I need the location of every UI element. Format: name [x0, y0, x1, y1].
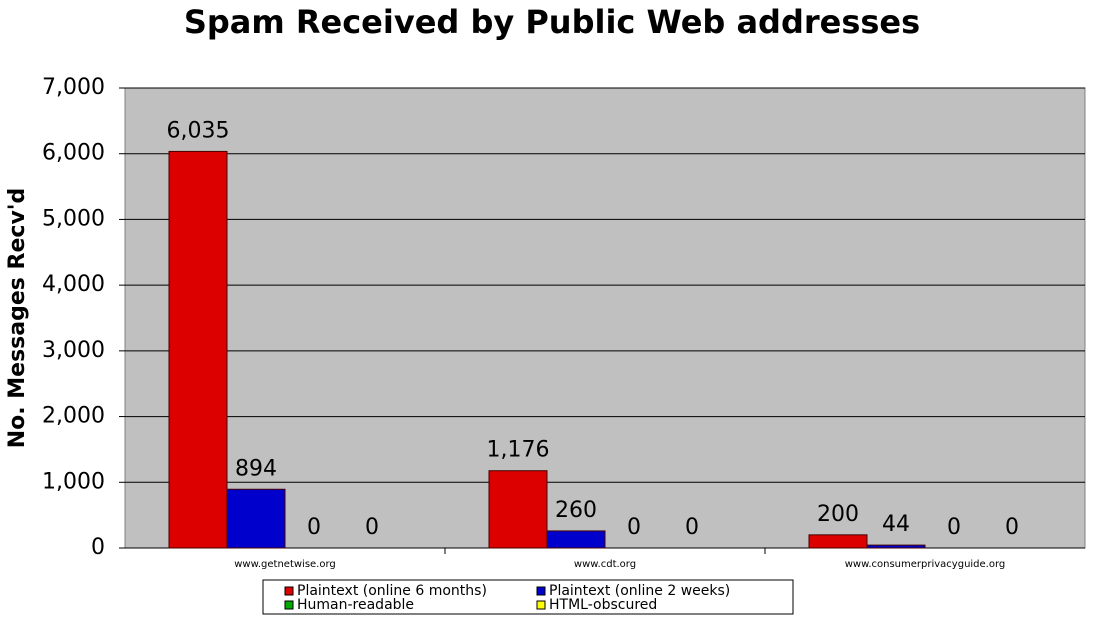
bar [168, 150, 228, 549]
x-tick-label: www.consumerprivacyguide.org [845, 559, 1006, 570]
value-label: 6,035 [167, 118, 230, 143]
y-tick-label: 4,000 [42, 272, 105, 297]
y-tick-label: 7,000 [42, 75, 105, 100]
value-label: 0 [685, 515, 699, 540]
chart-title: Spam Received by Public Web addresses [184, 3, 920, 41]
legend-label: HTML-obscured [549, 597, 657, 613]
value-label: 200 [817, 502, 859, 527]
x-tick-label: www.getnetwise.org [234, 559, 336, 570]
value-label: 0 [307, 515, 321, 540]
bar [808, 534, 868, 549]
y-tick-label: 5,000 [42, 206, 105, 231]
bar [866, 544, 926, 549]
legend-swatch [536, 600, 546, 610]
y-axis-label: No. Messages Recv'd [5, 188, 30, 449]
y-tick-label: 6,000 [42, 141, 105, 166]
legend-swatch [284, 586, 294, 596]
value-label: 1,176 [487, 438, 550, 463]
bar [488, 470, 548, 549]
value-label: 0 [365, 515, 379, 540]
value-label: 260 [555, 498, 597, 523]
legend-label: Plaintext (online 6 months) [297, 583, 487, 599]
legend-label: Plaintext (online 2 weeks) [549, 583, 730, 599]
legend-swatch [284, 600, 294, 610]
value-label: 894 [235, 456, 277, 481]
value-label: 0 [947, 515, 961, 540]
y-tick-label: 1,000 [42, 469, 105, 494]
bar [546, 530, 606, 549]
x-tick-label: www.cdt.org [574, 559, 636, 570]
bar [226, 488, 286, 549]
value-label: 0 [627, 515, 641, 540]
legend-label: Human-readable [297, 597, 414, 613]
plot-area [124, 87, 1086, 549]
value-label: 0 [1005, 515, 1019, 540]
y-tick-label: 3,000 [42, 338, 105, 363]
legend-swatch [536, 586, 546, 596]
y-tick-label: 2,000 [42, 404, 105, 429]
y-tick-label: 0 [91, 535, 105, 560]
value-label: 44 [882, 512, 910, 537]
legend [262, 579, 794, 615]
